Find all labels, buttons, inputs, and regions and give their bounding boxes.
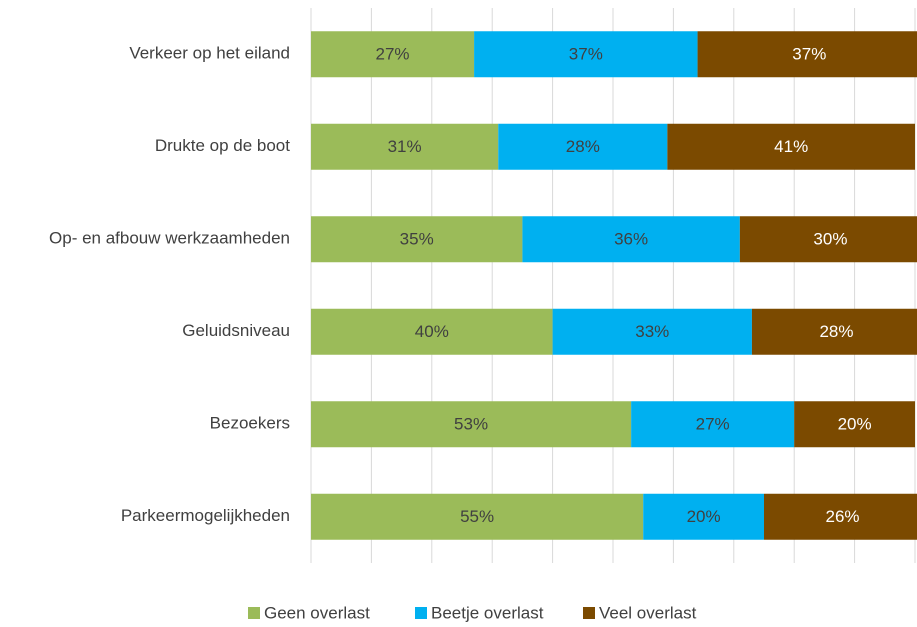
bar-segment [764,493,917,540]
data-label: 28% [566,137,600,156]
data-label: 36% [614,230,648,249]
data-label: 33% [635,322,669,341]
legend-label: Veel overlast [599,603,697,622]
bar-segment [697,31,917,78]
bar-segment [751,308,917,355]
bar-segment [643,493,764,540]
bar-segment [552,308,752,355]
bar-segment [794,401,915,448]
y-tick-label: Geluidsniveau [182,321,290,340]
data-label: 55% [460,507,494,526]
data-label: 40% [415,322,449,341]
bar-segment [498,123,668,170]
bar-segment [311,123,499,170]
bar-segment [522,216,740,263]
data-label: 20% [838,415,872,434]
data-label: 41% [774,137,808,156]
legend-swatch [415,607,427,619]
bar-segment [311,308,553,355]
bars: Verkeer op het eiland 27% 37% 37% Drukte op … [49,31,917,540]
legend: Geen overlast Beetje overlast Veel overlas… [248,603,697,622]
data-label: 35% [400,230,434,249]
data-label: 37% [569,45,603,64]
data-label: 31% [388,137,422,156]
y-tick-label: Op- en afbouw werkzaamheden [49,229,290,248]
data-label: 27% [376,45,410,64]
y-tick-label: Parkeermogelijkheden [121,506,290,525]
bar-segment [631,401,795,448]
y-tick-label: Bezoekers [210,414,290,433]
data-label: 53% [454,415,488,434]
bar-segment [739,216,917,263]
data-label: 28% [819,322,853,341]
legend-label: Geen overlast [264,603,370,622]
data-label: 27% [696,415,730,434]
data-label: 37% [792,45,826,64]
bar-segment [474,31,698,78]
data-label: 30% [813,230,847,249]
y-tick-label: Drukte op de boot [155,136,290,155]
bar-segment [311,216,523,263]
legend-swatch [583,607,595,619]
bar-segment [311,401,632,448]
data-label: 20% [687,507,721,526]
legend-label: Beetje overlast [431,603,544,622]
bar-segment [667,123,915,170]
legend-swatch [248,607,260,619]
y-tick-label: Verkeer op het eiland [129,44,290,63]
grid [310,8,916,563]
data-label: 26% [826,507,860,526]
bar-segment [311,493,644,540]
bar-segment [311,31,475,78]
